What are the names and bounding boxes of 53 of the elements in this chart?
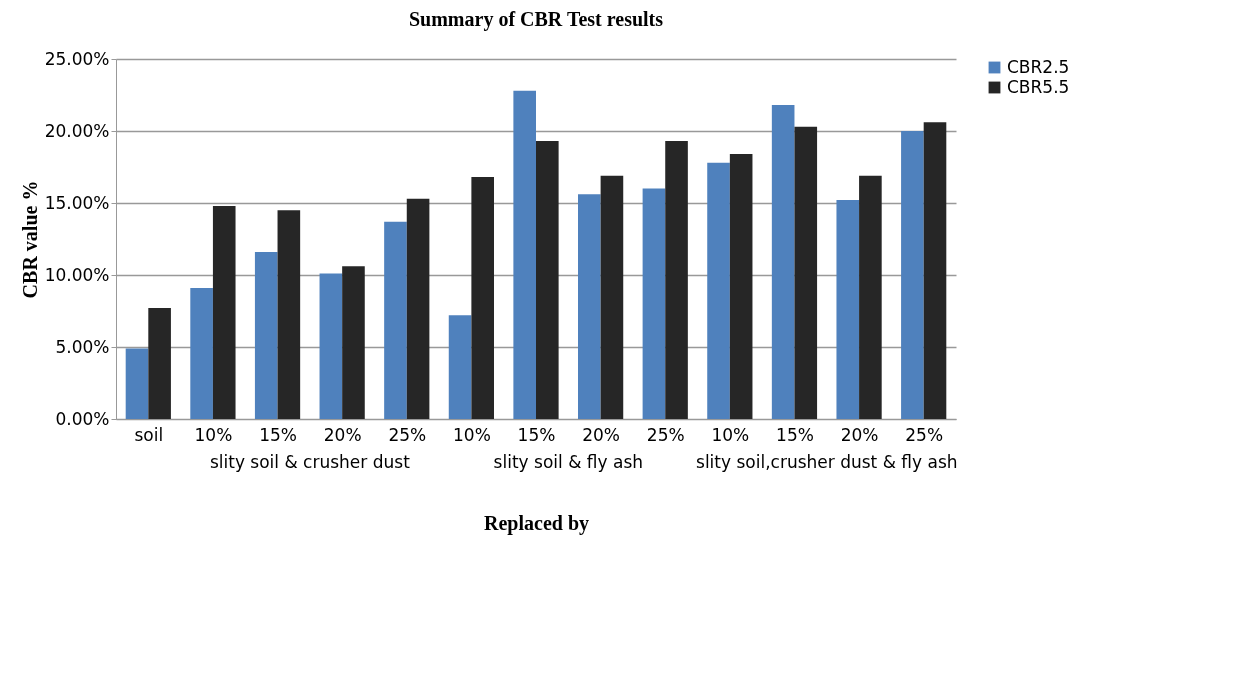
y-tick-label: 15.00% <box>44 192 110 213</box>
text: slity soil & fly ash <box>493 452 644 472</box>
bar <box>578 194 601 419</box>
bar <box>448 315 472 419</box>
bar <box>923 122 947 419</box>
bar <box>600 175 624 419</box>
bar <box>148 308 171 419</box>
x-tick-label: 25% <box>388 424 427 445</box>
bar <box>384 221 407 419</box>
y-tick-label: 10.00% <box>44 264 110 285</box>
bar <box>836 200 860 419</box>
legend-label: CBR2.5 <box>1007 56 1070 77</box>
bar <box>406 198 430 419</box>
text: slity soil,crusher dust & fly ash <box>696 452 958 472</box>
bar <box>125 348 149 419</box>
x-tick-label: 10% <box>711 424 750 445</box>
bar <box>536 141 559 419</box>
bar <box>319 273 343 419</box>
bar <box>859 175 882 419</box>
y-tick-label: 20.00% <box>44 120 110 141</box>
bar <box>665 141 688 419</box>
x-tick-label: 15% <box>259 424 297 445</box>
bar <box>729 154 753 419</box>
bar <box>513 90 536 419</box>
x-tick-label: 20% <box>323 424 362 445</box>
x-tick-label: 20% <box>840 424 879 445</box>
x-tick-label: 10% <box>452 424 491 445</box>
x-tick-label: 15% <box>776 424 814 445</box>
y-tick-label: 5.00% <box>55 336 110 357</box>
x-tick-label: soil <box>134 424 164 445</box>
bar <box>794 126 818 419</box>
bar <box>277 210 301 419</box>
y-tick-label: 25.00% <box>44 48 110 69</box>
bar <box>190 287 213 419</box>
legend-label: CBR5.5 <box>1007 76 1070 97</box>
bar <box>212 205 236 419</box>
y-tick-label: 0.00% <box>55 408 110 429</box>
bar <box>254 251 278 419</box>
bar <box>471 177 494 419</box>
x-tick-label: 15% <box>517 424 556 445</box>
x-tick-label: 25% <box>646 424 685 445</box>
x-tick-label: 25% <box>905 424 944 445</box>
x-tick-label: 10% <box>194 424 233 445</box>
y-axis-title: CBR value % <box>18 180 41 299</box>
bar <box>707 162 730 419</box>
bar <box>642 188 666 419</box>
bar <box>771 105 795 419</box>
x-axis-title: Replaced by <box>484 511 589 535</box>
bar <box>342 266 365 419</box>
text: slity soil & crusher dust <box>209 452 411 472</box>
x-tick-label: 20% <box>582 424 621 445</box>
bar <box>901 131 924 419</box>
chart-title: Summary of CBR Test results <box>408 8 664 31</box>
